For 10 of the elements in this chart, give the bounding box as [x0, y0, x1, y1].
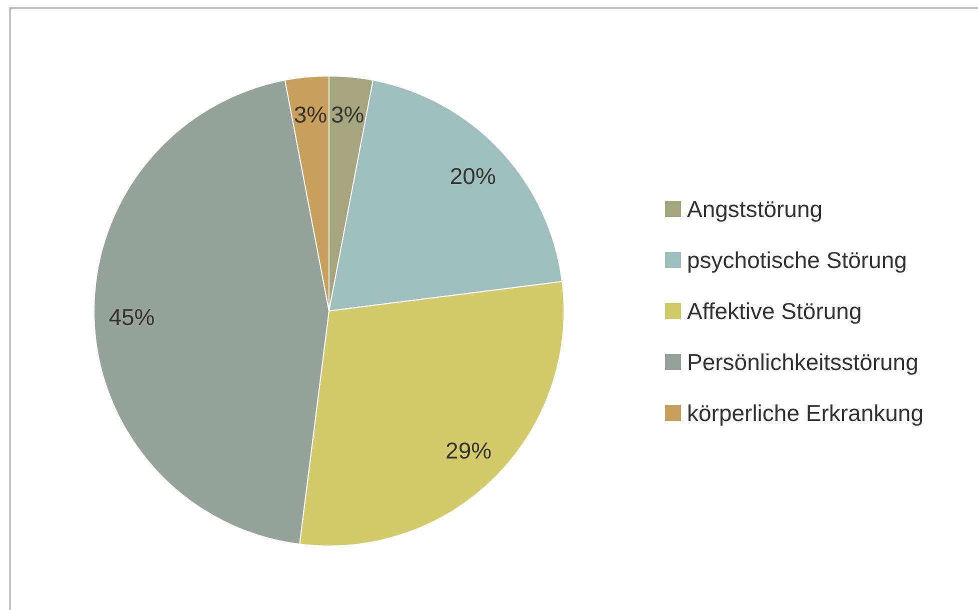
legend-label: Persönlichkeitsstörung — [687, 349, 918, 375]
legend-label: Affektive Störung — [687, 298, 862, 324]
data-label: 29% — [446, 438, 492, 464]
data-label: 3% — [330, 101, 364, 128]
data-label: 3% — [294, 101, 328, 128]
legend-label: körperliche Erkrankung — [687, 400, 924, 426]
legend-label: psychotische Störung — [687, 247, 907, 273]
data-label: 20% — [450, 162, 496, 189]
data-label: 45% — [108, 304, 155, 330]
legend-label: Angststörung — [687, 196, 823, 222]
